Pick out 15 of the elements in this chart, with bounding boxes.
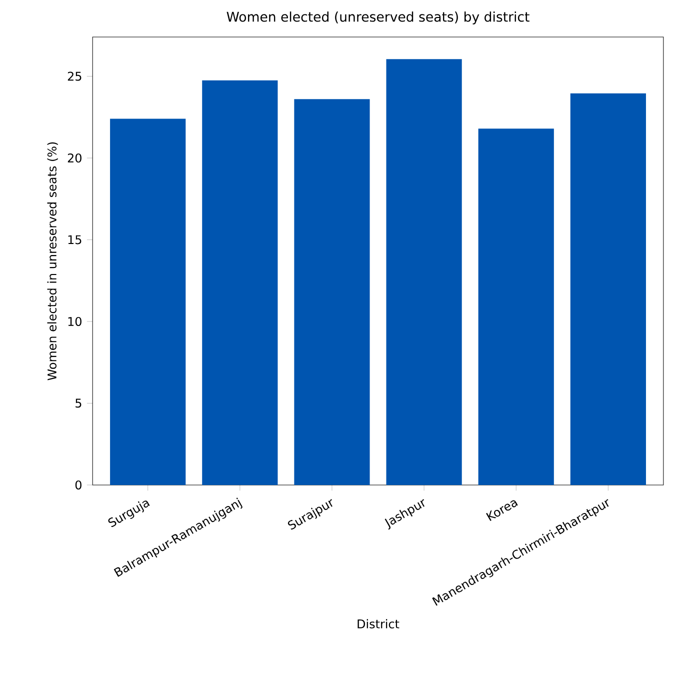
chart-title: Women elected (unreserved seats) by district (226, 12, 530, 24)
bar (294, 99, 370, 485)
y-tick-label: 20 (68, 153, 82, 163)
y-tick-label: 5 (75, 398, 82, 408)
y-tick-label: 0 (75, 480, 82, 490)
y-tick-label: 25 (68, 72, 82, 81)
bar (386, 59, 462, 485)
bar (570, 93, 646, 485)
bar (110, 118, 186, 485)
bar (478, 128, 554, 485)
bar (202, 80, 278, 485)
x-axis-title: District (358, 619, 400, 628)
y-axis-title: Women elected in unreserved seats (%) (47, 142, 58, 380)
y-tick-label: 15 (68, 235, 82, 244)
y-tick-label: 10 (68, 316, 82, 326)
